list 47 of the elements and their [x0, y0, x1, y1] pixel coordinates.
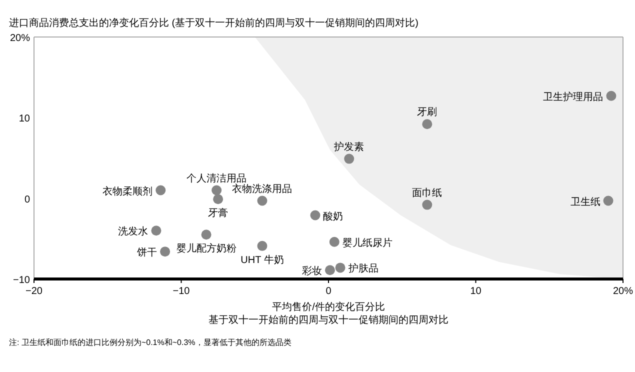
x-tick-label: −20 [26, 286, 43, 297]
point [151, 226, 162, 236]
point [603, 196, 614, 206]
point [422, 119, 432, 130]
series-label: 饼干 [136, 246, 158, 259]
text: 基于双十一开始前的四周与双十一促销期间的四周对比 [208, 314, 448, 326]
point [213, 194, 224, 204]
point [156, 185, 166, 196]
y-tick-label: −10 [13, 275, 30, 286]
series-label: 牙刷 [417, 107, 438, 118]
series-label: 护发素 [333, 140, 364, 153]
point [160, 246, 170, 257]
point [335, 262, 346, 273]
series-label: 牙膏 [208, 207, 228, 220]
point [324, 265, 335, 276]
series-label: 卫生纸 [570, 196, 600, 208]
x-tick-label: −10 [172, 286, 190, 297]
x-tick-label: 10 [470, 286, 482, 297]
series-label: 酸奶 [323, 210, 344, 222]
point [257, 240, 268, 251]
series-label: 卫生护理用品 [543, 90, 604, 103]
point [606, 90, 616, 101]
series-label: 衣物洗涤用品 [232, 182, 292, 195]
y-tick-label: 20% [10, 33, 30, 44]
point [344, 154, 354, 164]
point [201, 230, 212, 240]
point [310, 210, 320, 220]
series-label: 衣物柔顺剂 [102, 185, 153, 198]
series-label: 面巾纸 [412, 186, 442, 199]
x-tick-label: 20% [612, 286, 634, 297]
point [329, 236, 340, 247]
point [257, 196, 268, 206]
series-label: 彩妆 [302, 265, 322, 278]
x-tick-label: 0 [326, 286, 332, 297]
x-axis-title: 平均售价/件的变化百分比 [272, 301, 385, 313]
y-tick-label: 10 [18, 114, 30, 125]
series-label: 个人清洁用品 [186, 172, 247, 184]
y-tick-label: 0 [24, 194, 30, 206]
series-label: 洗发水 [118, 226, 148, 238]
text: 注: 卫生纸和面巾纸的进口比例分别为~0.1%和~0.3%，显著低于其他的所选品类 [9, 338, 292, 347]
series-label: UHT 牛奶 [240, 254, 284, 266]
series-label: 护肤品 [347, 262, 378, 275]
y-axis-title: 进口商品消费总支出的净变化百分比 (基于双十一开始前的四周与双十一促销期间的四周对比) [9, 17, 418, 29]
point [212, 185, 222, 196]
point [422, 200, 432, 210]
series-label: 婴儿纸尿片 [342, 236, 392, 249]
series-label: 婴儿配方奶粉 [176, 242, 236, 255]
